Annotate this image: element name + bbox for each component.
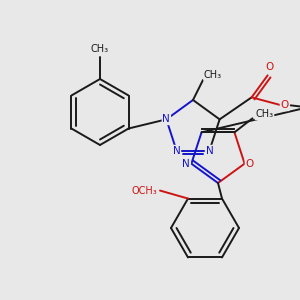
Text: CH₃: CH₃: [91, 44, 109, 54]
Text: N: N: [182, 159, 190, 169]
Text: N: N: [206, 146, 213, 156]
Text: N: N: [163, 114, 170, 124]
Text: N: N: [173, 146, 180, 156]
Text: O: O: [245, 159, 254, 169]
Text: O: O: [280, 100, 289, 110]
Text: OCH₃: OCH₃: [131, 186, 157, 196]
Text: CH₃: CH₃: [255, 109, 274, 119]
Text: O: O: [266, 62, 274, 72]
Text: CH₃: CH₃: [204, 70, 222, 80]
